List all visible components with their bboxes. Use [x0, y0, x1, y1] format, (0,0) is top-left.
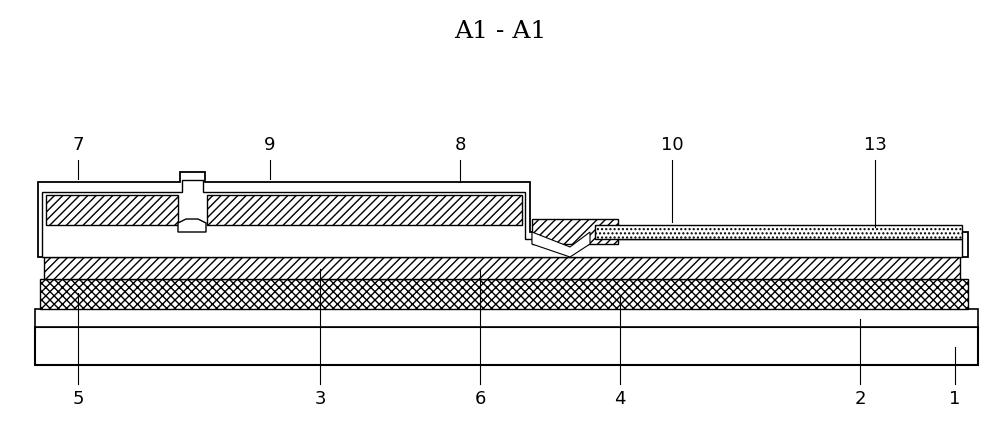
Text: 7: 7	[72, 136, 84, 154]
Polygon shape	[46, 195, 178, 225]
Text: A1 - A1: A1 - A1	[454, 21, 546, 44]
Polygon shape	[44, 257, 960, 279]
Polygon shape	[207, 195, 522, 225]
Text: 6: 6	[474, 390, 486, 408]
Text: 13: 13	[864, 136, 886, 154]
Text: 9: 9	[264, 136, 276, 154]
Text: 5: 5	[72, 390, 84, 408]
Polygon shape	[595, 225, 962, 239]
Text: 1: 1	[949, 390, 961, 408]
Text: 2: 2	[854, 390, 866, 408]
Text: 8: 8	[454, 136, 466, 154]
Polygon shape	[35, 327, 978, 365]
Polygon shape	[178, 219, 206, 232]
Polygon shape	[40, 279, 968, 309]
Polygon shape	[38, 172, 968, 257]
Polygon shape	[35, 309, 978, 327]
Polygon shape	[532, 232, 590, 257]
Text: 4: 4	[614, 390, 626, 408]
Polygon shape	[532, 219, 618, 244]
Text: 3: 3	[314, 390, 326, 408]
Text: 10: 10	[661, 136, 683, 154]
Polygon shape	[42, 180, 962, 257]
